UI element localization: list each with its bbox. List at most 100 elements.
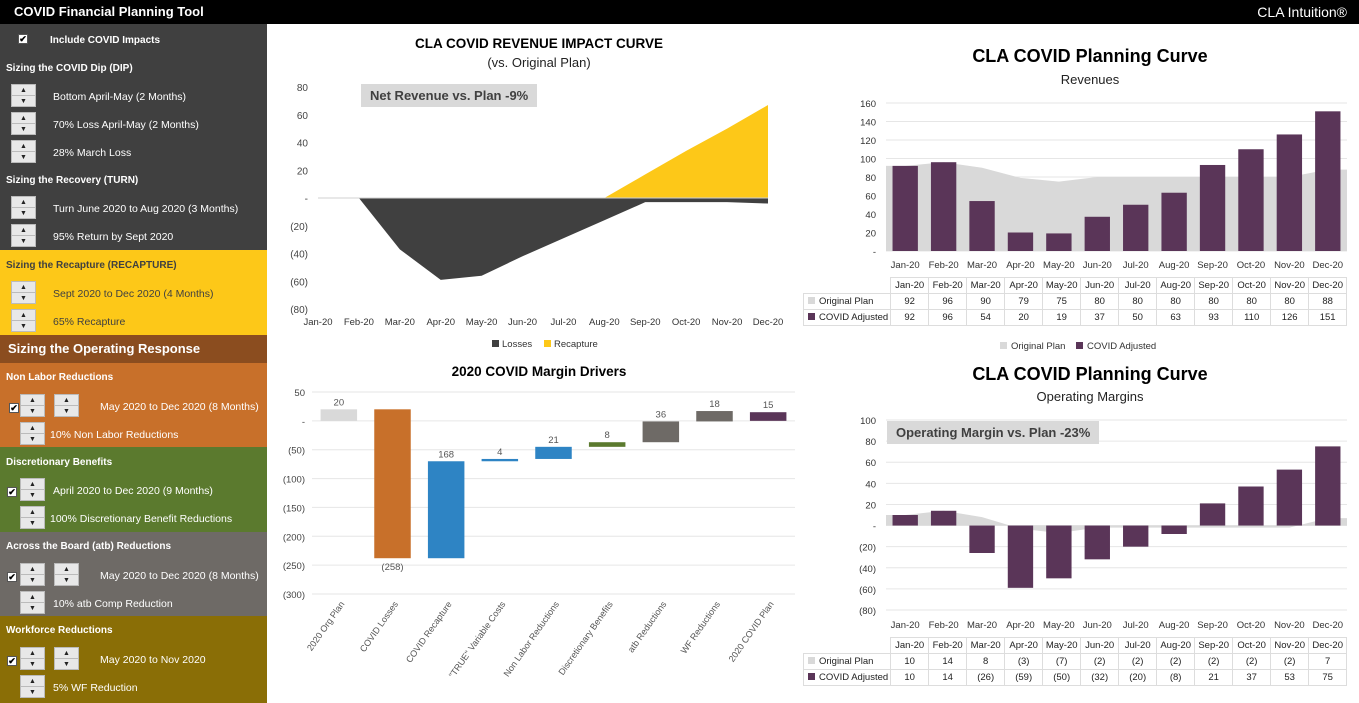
y-tick-label: 60 [865,192,876,203]
down-arrow-icon[interactable]: ▼ [29,408,36,415]
down-arrow-icon[interactable]: ▼ [29,436,36,443]
down-arrow-icon[interactable]: ▼ [63,577,70,584]
workforce-pct-spinner[interactable]: ▲ ▼ [20,675,45,698]
up-arrow-icon[interactable]: ▲ [21,648,44,659]
turn-heading: Sizing the Recovery (TURN) [6,175,139,186]
y-tick-label: 40 [297,139,309,150]
workforce-end-spinner[interactable]: ▲ ▼ [54,647,79,670]
down-arrow-icon[interactable]: ▼ [29,577,36,584]
y-tick-label: 80 [865,437,876,448]
table-cell: 93 [1194,309,1234,326]
up-arrow-icon[interactable]: ▲ [12,310,35,321]
covid-adjusted-bar [969,525,995,553]
x-tick-label: Feb-20 [344,317,374,328]
up-arrow-icon[interactable]: ▲ [12,85,35,96]
non-labor-pct-spinner[interactable]: ▲ ▼ [20,422,45,445]
up-arrow-icon[interactable]: ▲ [21,592,44,603]
down-arrow-icon[interactable]: ▼ [63,661,70,668]
discretionary-start-spinner[interactable]: ▲ ▼ [20,478,45,501]
row-label: Original Plan [802,653,892,670]
atb-checkbox[interactable]: ✔ [7,572,17,582]
up-arrow-icon[interactable]: ▲ [12,197,35,208]
table-cell: 19 [1042,309,1082,326]
down-arrow-icon[interactable]: ▼ [29,661,36,668]
margin-chart-subtitle: Operating Margins [1036,389,1144,404]
x-tick-label: Oct-20 [1237,620,1266,631]
workforce-checkbox[interactable]: ✔ [7,656,17,666]
march-loss-spinner[interactable]: ▲ ▼ [11,140,36,163]
column-header: Jul-20 [1118,277,1158,294]
discretionary-pct-spinner[interactable]: ▲ ▼ [20,506,45,529]
column-header: Jun-20 [1080,637,1120,654]
turn-period-spinner[interactable]: ▲ ▼ [11,196,36,219]
down-arrow-icon[interactable]: ▼ [20,323,27,330]
table-cell: 20 [1004,309,1044,326]
table-cell: 110 [1232,309,1272,326]
discretionary-checkbox[interactable]: ✔ [7,487,17,497]
x-tick-label: Oct-20 [1237,260,1266,271]
down-arrow-icon[interactable]: ▼ [29,520,36,527]
dip-loss-label: 70% Loss April-May (2 Months) [53,119,199,131]
recapture-pct-spinner[interactable]: ▲ ▼ [11,309,36,332]
up-arrow-icon[interactable]: ▲ [55,395,78,406]
non-labor-start-spinner[interactable]: ▲ ▼ [20,394,45,417]
table-cell: 79 [1004,293,1044,310]
down-arrow-icon[interactable]: ▼ [20,210,27,217]
atb-pct-spinner[interactable]: ▲ ▼ [20,591,45,614]
down-arrow-icon[interactable]: ▼ [20,295,27,302]
up-arrow-icon[interactable]: ▲ [21,676,44,687]
non-labor-pct-label: 10% Non Labor Reductions [50,429,179,441]
up-arrow-icon[interactable]: ▲ [55,564,78,575]
legend-swatch [808,313,815,320]
discretionary-heading: Discretionary Benefits [6,457,113,468]
up-arrow-icon[interactable]: ▲ [21,423,44,434]
table-cell: 37 [1232,669,1272,686]
recapture-period-spinner[interactable]: ▲ ▼ [11,281,36,304]
atb-start-spinner[interactable]: ▲ ▼ [20,563,45,586]
non-labor-end-spinner[interactable]: ▲ ▼ [54,394,79,417]
down-arrow-icon[interactable]: ▼ [20,238,27,245]
x-tick-label: Mar-20 [967,620,997,631]
turn-return-spinner[interactable]: ▲ ▼ [11,224,36,247]
x-tick-label: Apr-20 [1006,260,1035,271]
column-header: Dec-20 [1308,277,1348,294]
up-arrow-icon[interactable]: ▲ [12,113,35,124]
column-header: Mar-20 [966,277,1006,294]
table-cell: (2) [1080,653,1120,670]
discretionary-section: Discretionary Benefits ✔ ▲ ▼ April 2020 t… [0,447,267,532]
column-header: Mar-20 [966,637,1006,654]
x-tick-label: 2020 Org Plan [305,599,346,652]
workforce-start-spinner[interactable]: ▲ ▼ [20,647,45,670]
discretionary-pct-label: 100% Discretionary Benefit Reductions [50,513,233,525]
up-arrow-icon[interactable]: ▲ [21,564,44,575]
dip-loss-spinner[interactable]: ▲ ▼ [11,112,36,135]
down-arrow-icon[interactable]: ▼ [63,408,70,415]
x-tick-label: atb Reductions [626,599,669,654]
down-arrow-icon[interactable]: ▼ [29,492,36,499]
x-tick-label: Apr-20 [426,317,455,328]
legend-label: COVID Adjusted [1087,341,1156,352]
covid-adjusted-bar [892,515,918,526]
up-arrow-icon[interactable]: ▲ [21,395,44,406]
margin-chart: 100 80 60 40 20 - (20) (40) (60) (80) Jan-20 Feb-20… [859,416,1347,631]
down-arrow-icon[interactable]: ▼ [29,605,36,612]
non-labor-checkbox[interactable]: ✔ [9,403,19,413]
dip-bottom-spinner[interactable]: ▲ ▼ [11,84,36,107]
up-arrow-icon[interactable]: ▲ [12,282,35,293]
margin-chart-title: CLA COVID Planning Curve [972,364,1208,384]
atb-end-spinner[interactable]: ▲ ▼ [54,563,79,586]
x-tick-label: COVID Losses [358,599,401,654]
down-arrow-icon[interactable]: ▼ [20,154,27,161]
up-arrow-icon[interactable]: ▲ [21,479,44,490]
include-covid-checkbox[interactable]: ✔ [18,34,28,44]
up-arrow-icon[interactable]: ▲ [12,225,35,236]
up-arrow-icon[interactable]: ▲ [55,648,78,659]
margin-drivers-chart: 50 - (50) (100) (150) (200) (250) (300) 20 2020 O… [283,388,795,680]
up-arrow-icon[interactable]: ▲ [12,141,35,152]
up-arrow-icon[interactable]: ▲ [21,507,44,518]
down-arrow-icon[interactable]: ▼ [20,126,27,133]
data-label: (258) [381,562,403,573]
down-arrow-icon[interactable]: ▼ [29,689,36,696]
covid-adjusted-bar [1315,111,1341,251]
down-arrow-icon[interactable]: ▼ [20,98,27,105]
